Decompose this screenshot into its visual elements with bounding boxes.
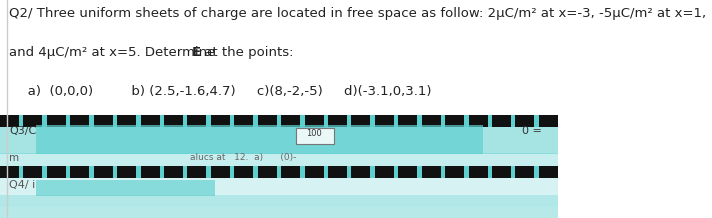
- FancyBboxPatch shape: [328, 166, 347, 178]
- FancyBboxPatch shape: [23, 166, 43, 178]
- FancyBboxPatch shape: [258, 115, 277, 127]
- FancyBboxPatch shape: [352, 166, 370, 178]
- FancyBboxPatch shape: [398, 166, 417, 178]
- FancyBboxPatch shape: [117, 166, 136, 178]
- FancyBboxPatch shape: [0, 207, 557, 218]
- FancyBboxPatch shape: [398, 115, 417, 127]
- FancyBboxPatch shape: [36, 180, 215, 196]
- FancyBboxPatch shape: [187, 115, 206, 127]
- Text: Q4/ i: Q4/ i: [9, 180, 35, 190]
- FancyBboxPatch shape: [281, 166, 300, 178]
- FancyBboxPatch shape: [0, 125, 557, 154]
- FancyBboxPatch shape: [187, 166, 206, 178]
- Text: 100: 100: [306, 129, 323, 138]
- Text: alucs at   12.  a)      (0)-: alucs at 12. a) (0)-: [189, 153, 296, 162]
- FancyBboxPatch shape: [352, 115, 370, 127]
- FancyBboxPatch shape: [539, 166, 557, 178]
- Text: m: m: [9, 153, 19, 163]
- FancyBboxPatch shape: [164, 115, 183, 127]
- FancyBboxPatch shape: [0, 175, 557, 218]
- Text: Q2/ Three uniform sheets of charge are located in free space as follow: 2μC/m² a: Q2/ Three uniform sheets of charge are l…: [9, 7, 706, 20]
- FancyBboxPatch shape: [492, 115, 511, 127]
- FancyBboxPatch shape: [36, 125, 483, 154]
- FancyBboxPatch shape: [23, 115, 43, 127]
- FancyBboxPatch shape: [211, 115, 230, 127]
- FancyBboxPatch shape: [515, 115, 535, 127]
- FancyBboxPatch shape: [515, 166, 535, 178]
- FancyBboxPatch shape: [468, 166, 488, 178]
- FancyBboxPatch shape: [422, 166, 441, 178]
- FancyBboxPatch shape: [94, 166, 112, 178]
- FancyBboxPatch shape: [234, 166, 253, 178]
- FancyBboxPatch shape: [140, 166, 159, 178]
- FancyBboxPatch shape: [211, 166, 230, 178]
- FancyBboxPatch shape: [281, 115, 300, 127]
- Text: Q3/C: Q3/C: [9, 126, 36, 136]
- FancyBboxPatch shape: [164, 166, 183, 178]
- FancyBboxPatch shape: [0, 115, 557, 127]
- FancyBboxPatch shape: [539, 115, 557, 127]
- FancyBboxPatch shape: [305, 115, 323, 127]
- FancyBboxPatch shape: [70, 166, 89, 178]
- FancyBboxPatch shape: [47, 115, 66, 127]
- FancyBboxPatch shape: [0, 153, 557, 167]
- FancyBboxPatch shape: [234, 115, 253, 127]
- FancyBboxPatch shape: [492, 166, 511, 178]
- Text: E: E: [192, 46, 201, 59]
- FancyBboxPatch shape: [0, 195, 557, 207]
- FancyBboxPatch shape: [445, 166, 464, 178]
- FancyBboxPatch shape: [0, 166, 19, 178]
- FancyBboxPatch shape: [0, 115, 19, 127]
- Text: a)  (0,0,0)         b) (2.5,-1.6,4.7)     c)(8,-2,-5)     d)(-3.1,0,3.1): a) (0,0,0) b) (2.5,-1.6,4.7) c)(8,-2,-5)…: [14, 85, 431, 98]
- FancyBboxPatch shape: [140, 115, 159, 127]
- FancyBboxPatch shape: [258, 166, 277, 178]
- Text: 0 =: 0 =: [522, 126, 541, 136]
- FancyBboxPatch shape: [70, 115, 89, 127]
- FancyBboxPatch shape: [445, 115, 464, 127]
- FancyBboxPatch shape: [295, 128, 334, 144]
- FancyBboxPatch shape: [422, 115, 441, 127]
- FancyBboxPatch shape: [468, 115, 488, 127]
- Text: and 4μC/m² at x=5. Determine: and 4μC/m² at x=5. Determine: [9, 46, 219, 59]
- FancyBboxPatch shape: [375, 166, 394, 178]
- FancyBboxPatch shape: [47, 166, 66, 178]
- Text: at the points:: at the points:: [199, 46, 293, 59]
- FancyBboxPatch shape: [375, 115, 394, 127]
- FancyBboxPatch shape: [0, 166, 557, 178]
- FancyBboxPatch shape: [305, 166, 323, 178]
- FancyBboxPatch shape: [117, 115, 136, 127]
- FancyBboxPatch shape: [328, 115, 347, 127]
- FancyBboxPatch shape: [94, 115, 112, 127]
